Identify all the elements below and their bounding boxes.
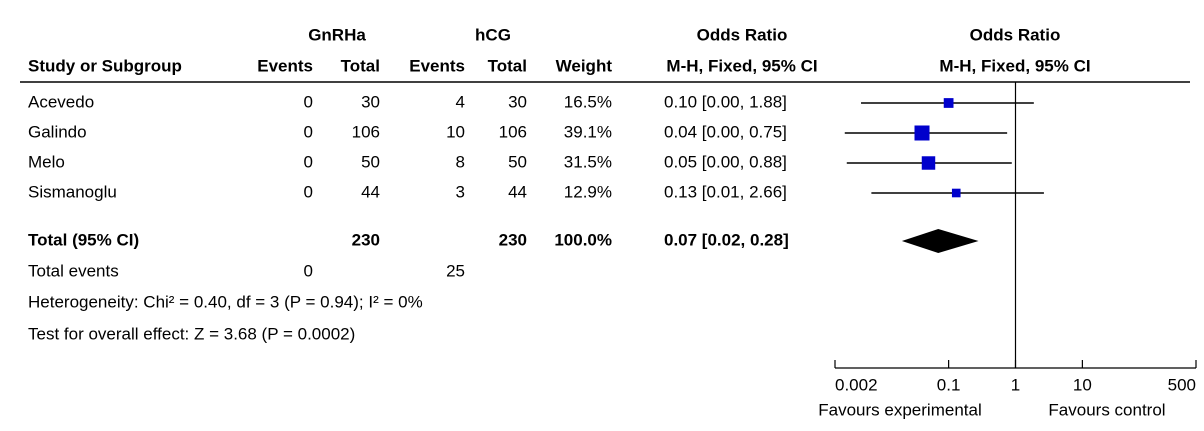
cell-events-1: 0 — [304, 152, 313, 171]
cell-events-1: 0 — [304, 261, 313, 280]
cell-name: Acevedo — [28, 92, 94, 111]
cell-events-2: 8 — [456, 152, 465, 171]
cell-events-2: 25 — [446, 261, 465, 280]
cell-events-2: 3 — [456, 182, 465, 201]
cell-name: Sismanoglu — [28, 182, 117, 201]
cell-total-2: 30 — [508, 92, 527, 111]
column-header: Weight — [556, 56, 613, 75]
column-header: Events — [409, 56, 465, 75]
cell-weight-label: 16.5% — [564, 92, 612, 111]
cell-or-label: 0.04 [0.00, 0.75] — [664, 122, 787, 141]
x-label-right: Favours control — [1048, 400, 1165, 419]
study-square — [943, 98, 954, 108]
cell-weight-label: 100.0% — [554, 230, 612, 249]
cell-total-1: 30 — [361, 92, 380, 111]
x-tick-label: 10 — [1073, 375, 1092, 394]
cell-events-2: 10 — [446, 122, 465, 141]
heterogeneity: Heterogeneity: Chi² = 0.40, df = 3 (P = … — [28, 292, 423, 311]
column-header: Events — [257, 56, 313, 75]
cell-events-1: 0 — [304, 122, 313, 141]
cell-total-2: 230 — [499, 230, 527, 249]
study-square — [914, 125, 930, 141]
group-header: hCG — [475, 25, 511, 44]
column-header: M-H, Fixed, 95% CI — [939, 56, 1090, 75]
x-tick-label: 0.1 — [937, 375, 961, 394]
group-header: Odds Ratio — [970, 25, 1061, 44]
cell-name: Total events — [28, 261, 119, 280]
cell-weight-label: 31.5% — [564, 152, 612, 171]
cell-events-1: 0 — [304, 92, 313, 111]
cell-weight-label: 12.9% — [564, 182, 612, 201]
cell-events-2: 4 — [456, 92, 465, 111]
cell-total-2: 50 — [508, 152, 527, 171]
group-header: GnRHa — [308, 25, 366, 44]
total-diamond — [901, 229, 979, 253]
cell-or-label: 0.13 [0.01, 2.66] — [664, 182, 787, 201]
column-header: Study or Subgroup — [28, 56, 182, 75]
cell-or-label: 0.10 [0.00, 1.88] — [664, 92, 787, 111]
cell-total-2: 106 — [499, 122, 527, 141]
study-square — [951, 188, 961, 198]
column-header: Total — [488, 56, 527, 75]
cell-total-1: 50 — [361, 152, 380, 171]
group-header: Odds Ratio — [697, 25, 788, 44]
x-tick-label: 0.002 — [835, 375, 878, 394]
study-square — [921, 156, 936, 170]
cell-name: Galindo — [28, 122, 87, 141]
x-label-left: Favours experimental — [818, 400, 981, 419]
cell-or-label: 0.07 [0.02, 0.28] — [664, 230, 789, 249]
cell-total-1: 106 — [352, 122, 380, 141]
column-header: Total — [341, 56, 380, 75]
x-tick-label: 500 — [1168, 375, 1196, 394]
cell-total-1: 44 — [361, 182, 380, 201]
x-tick-label: 1 — [1011, 375, 1020, 394]
column-header: M-H, Fixed, 95% CI — [666, 56, 817, 75]
cell-events-1: 0 — [304, 182, 313, 201]
cell-weight-label: 39.1% — [564, 122, 612, 141]
cell-total-1: 230 — [352, 230, 380, 249]
cell-name: Total (95% CI) — [28, 230, 139, 249]
cell-or-label: 0.05 [0.00, 0.88] — [664, 152, 787, 171]
cell-name: Melo — [28, 152, 65, 171]
cell-total-2: 44 — [508, 182, 527, 201]
overall-effect: Test for overall effect: Z = 3.68 (P = 0… — [28, 324, 355, 343]
